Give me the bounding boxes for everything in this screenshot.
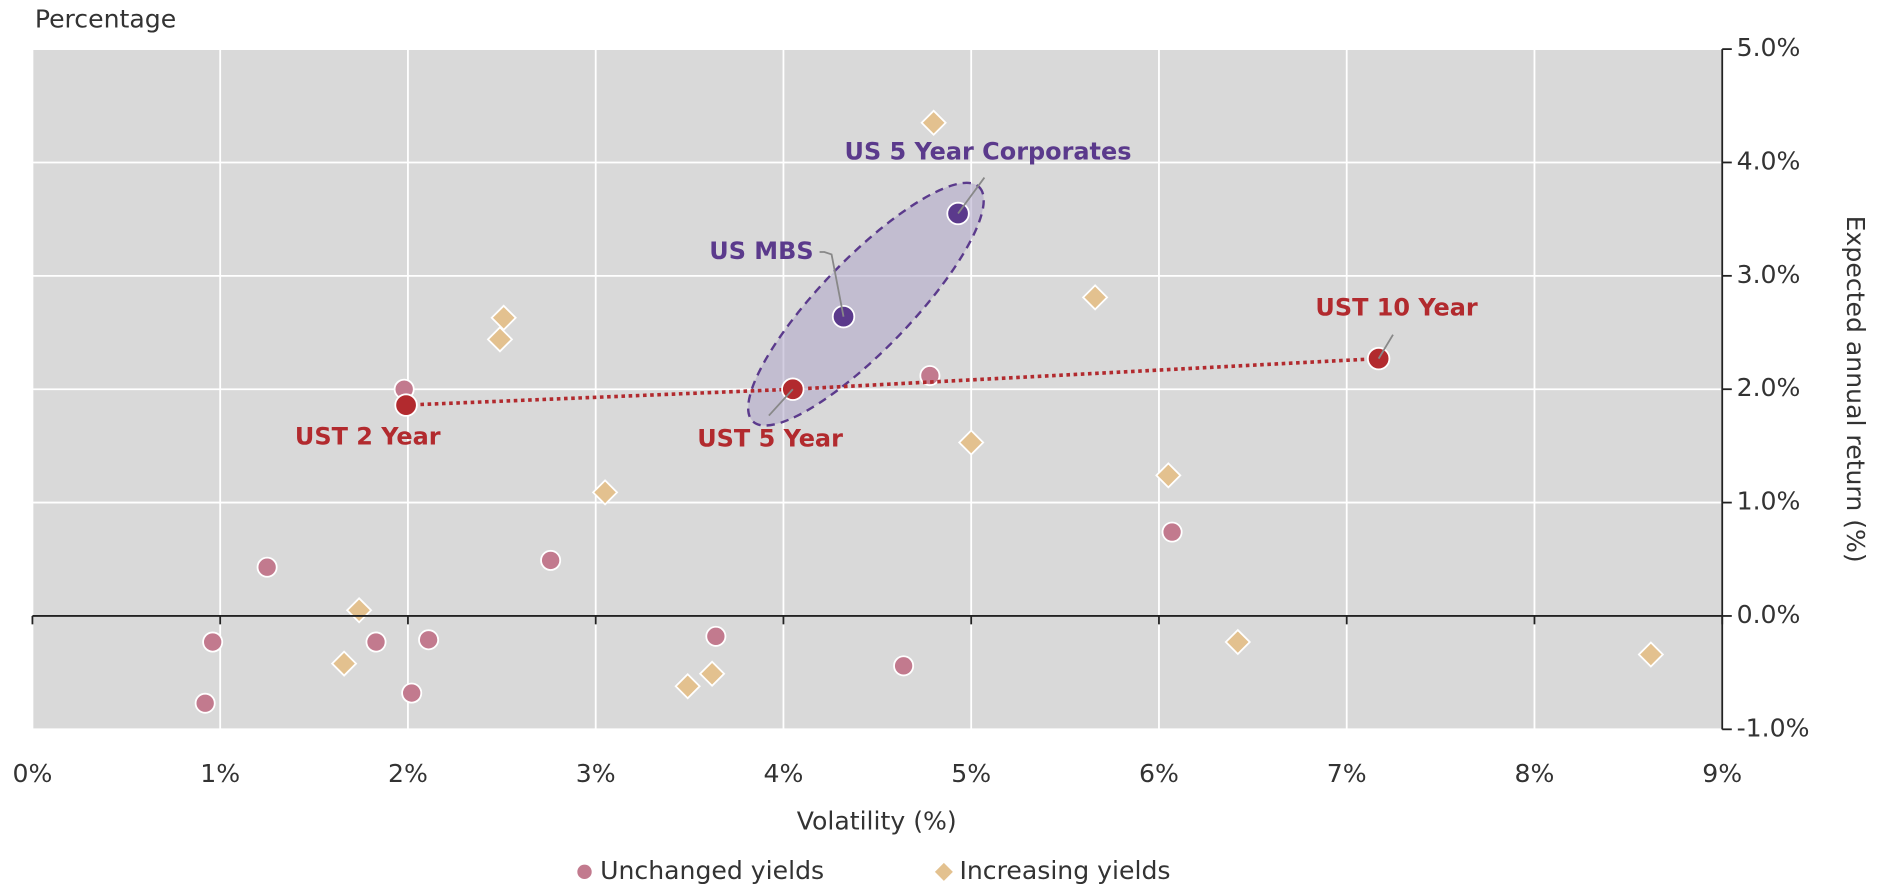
point [256,556,278,578]
y-tick-label: 2.0% [1737,373,1801,402]
annotation-label: UST 10 Year [1315,293,1478,321]
x-tick-label: 7% [1327,759,1367,788]
x-tick-label: 0% [13,759,53,788]
y-tick-label: 1.0% [1737,487,1801,516]
annotation-label: UST 2 Year [295,422,441,450]
x-tick-label: 2% [388,759,428,788]
point [1081,284,1109,311]
annotated-point [394,393,418,417]
point [202,631,224,653]
point [674,672,701,700]
annotation-label: US MBS [709,237,813,265]
x-tick-label: 4% [764,759,804,788]
point [698,660,726,688]
y-tick-label: 4.0% [1737,146,1801,175]
y-axis-label: Expected annual return (%) [1841,216,1870,563]
y-tick-label: -1.0% [1737,713,1810,742]
chart-title: Percentage [35,4,176,33]
point [591,479,619,506]
leader-line [768,388,794,417]
annotation-label: UST 5 Year [697,425,843,453]
point [705,625,727,647]
x-tick-label: 3% [576,759,616,788]
point [1155,462,1182,489]
trend-line [405,356,1379,407]
point [401,682,423,704]
point [893,655,915,677]
point [919,365,941,387]
y-tick-label: 5.0% [1737,33,1801,62]
y-tick-label: 0.0% [1737,600,1801,629]
legend-label: Increasing yields [959,856,1170,885]
point [957,429,985,456]
leader-line [957,177,986,215]
point [490,304,517,332]
point [194,692,216,714]
marks [194,109,1665,881]
point [540,549,562,571]
annotation-label: US 5 Year Corporates [845,137,1132,165]
point [365,631,387,653]
x-tick-label: 9% [1702,759,1742,788]
point [1637,641,1665,668]
legend-label: Unchanged yields [600,856,824,885]
highlight-ellipse [746,181,985,427]
point [920,109,947,137]
point [330,650,358,677]
legend-marker [577,864,592,880]
point [486,326,514,353]
leader-line [819,251,845,317]
x-tick-label: 1% [200,759,240,788]
x-tick-label: 8% [1515,759,1555,788]
point [1161,521,1183,543]
x-tick-label: 5% [951,759,991,788]
leader-line [1377,334,1394,360]
point [418,629,440,651]
legend-marker [934,862,953,881]
x-tick-label: 6% [1139,759,1179,788]
y-tick-label: 3.0% [1737,260,1801,289]
x-axis-label: Volatility (%) [797,807,957,836]
point [1224,628,1252,656]
